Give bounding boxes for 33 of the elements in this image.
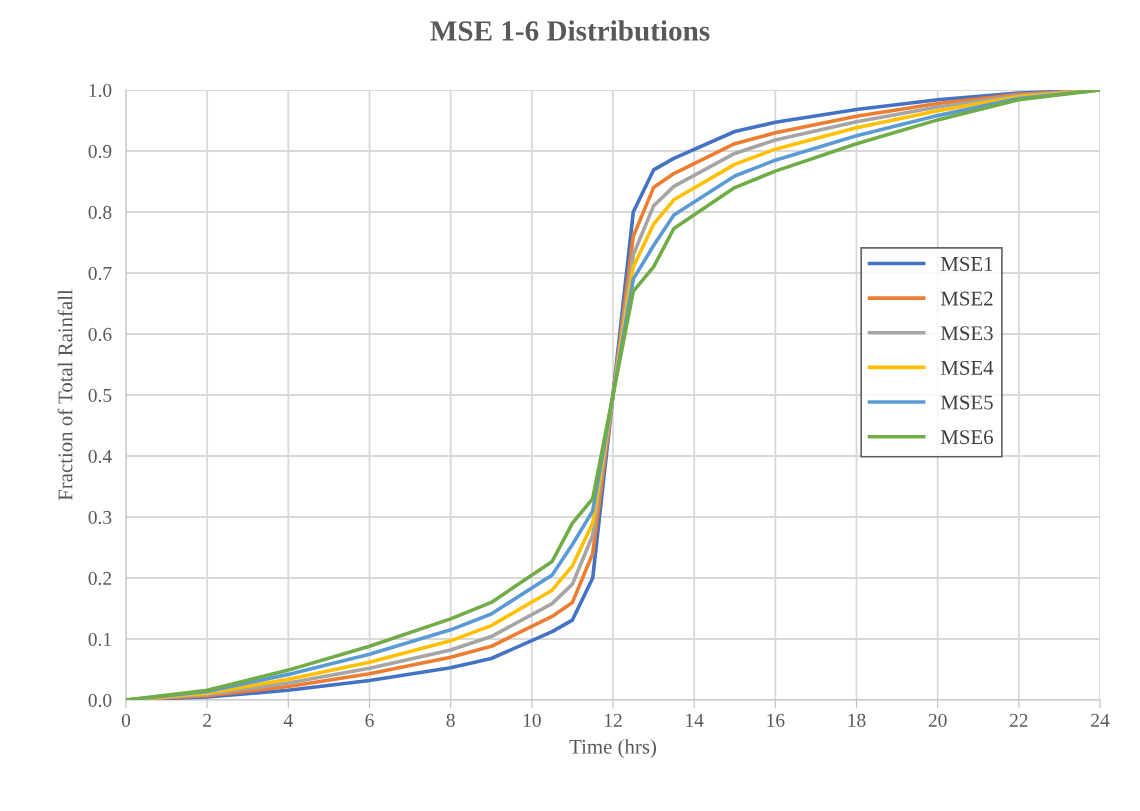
y-tick-label: 0.8: [88, 205, 112, 220]
y-tick-label: 0.1: [88, 632, 111, 647]
y-tick-label: 0.2: [88, 571, 112, 586]
legend-label: MSE1: [940, 256, 993, 271]
y-axis-title: Fraction of Total Rainfall: [57, 289, 73, 501]
x-tick-label: 8: [446, 713, 455, 727]
x-axis-title: Time (hrs): [569, 739, 656, 759]
x-tick-label: 2: [203, 713, 211, 727]
y-tick-label: 0.4: [88, 449, 112, 464]
x-tick-label: 14: [686, 713, 704, 727]
y-tick-label: 0.0: [88, 693, 112, 708]
legend-label: MSE3: [940, 326, 993, 341]
y-tick-label: 0.5: [88, 388, 112, 403]
x-tick-label: 20: [928, 713, 947, 727]
y-tick-label: 1.0: [89, 83, 112, 98]
x-tick-label: 6: [365, 713, 374, 727]
y-tick-label: 0.7: [88, 266, 112, 281]
x-tick-label: 10: [523, 713, 541, 727]
y-tick-label: 0.6: [88, 327, 112, 342]
x-tick-label: 4: [283, 713, 293, 727]
x-tick-label: 22: [1009, 713, 1028, 727]
x-tick-label: 16: [767, 713, 785, 727]
x-tick-label: 18: [848, 713, 866, 727]
legend-label: MSE2: [940, 291, 993, 306]
legend-label: MSE4: [940, 360, 994, 375]
legend-label: MSE6: [940, 430, 993, 445]
y-tick-label: 0.9: [88, 144, 112, 159]
x-tick-label: 24: [1091, 713, 1110, 727]
x-tick-label: 12: [604, 713, 622, 727]
legend-label: MSE5: [940, 395, 993, 410]
chart-title: MSE 1-6 Distributions: [430, 20, 710, 41]
y-tick-label: 0.3: [88, 510, 112, 525]
x-tick-label: 0: [121, 713, 131, 727]
